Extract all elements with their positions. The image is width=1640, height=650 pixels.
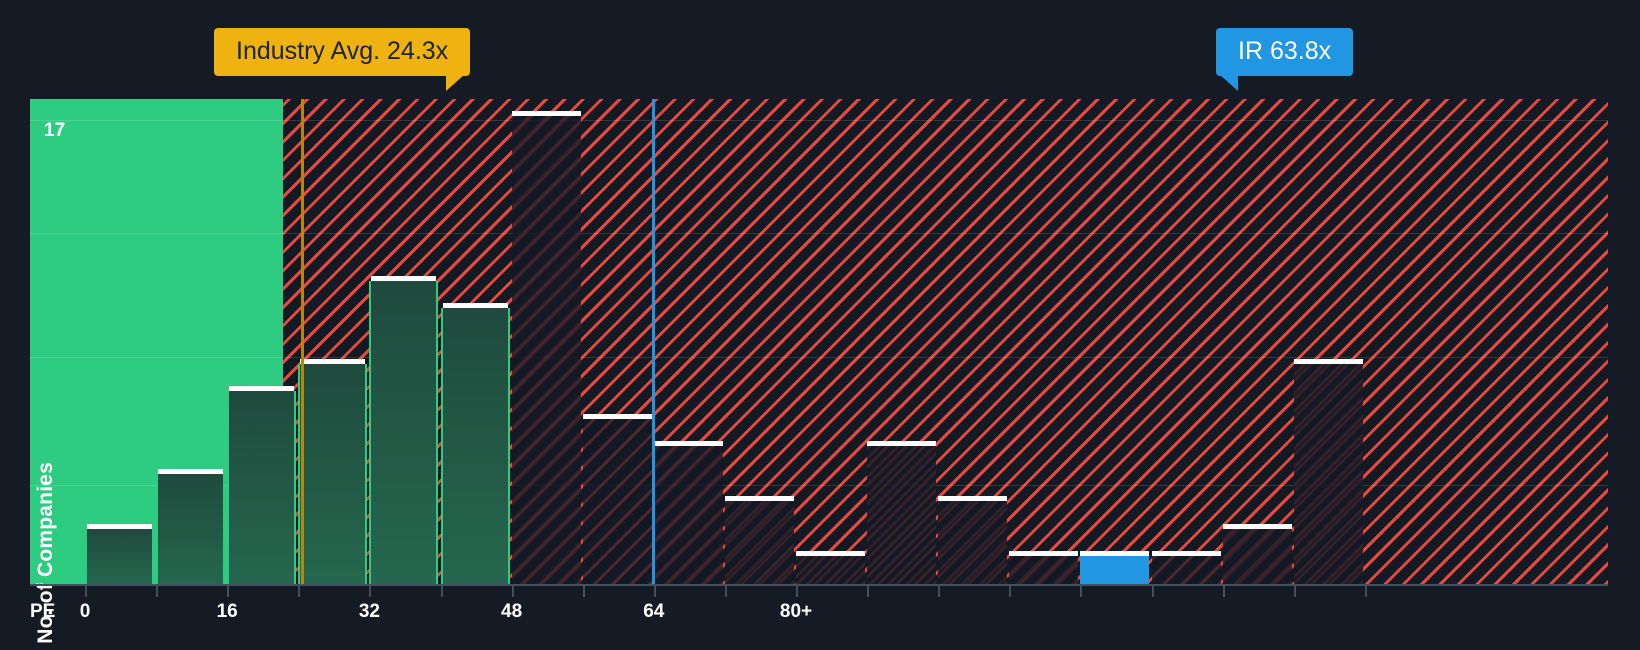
histogram-bar[interactable] (511, 110, 581, 584)
x-axis-tick-minor (511, 586, 514, 597)
gridline (30, 120, 1608, 121)
histogram-bar[interactable] (227, 386, 297, 584)
x-axis-tick-minor (298, 586, 301, 597)
bar-cap (229, 386, 295, 392)
bar-cap (442, 303, 508, 309)
x-axis-tick-minor (653, 586, 656, 597)
x-axis-tick-minor (369, 586, 372, 597)
histogram-bar[interactable] (1080, 551, 1150, 584)
bar-cap (300, 358, 366, 364)
x-axis-tick-minor (1293, 586, 1296, 597)
bar-cap (796, 551, 866, 557)
company-ir-label: IR 63.8x (1238, 37, 1332, 65)
x-axis-tick-minor (938, 586, 941, 597)
x-axis-tick-label: 80+ (779, 601, 813, 622)
histogram-bar[interactable] (298, 358, 368, 584)
x-axis-tick-minor (582, 586, 585, 597)
x-axis-tick-minor (1009, 586, 1012, 597)
gridline (30, 233, 1608, 234)
x-axis-tick-label: 48 (501, 601, 523, 622)
histogram-bar[interactable] (1222, 523, 1292, 584)
bar-cap (724, 496, 794, 502)
y-axis-max-value: 17 (44, 120, 66, 141)
x-axis-tick-minor (1364, 586, 1367, 597)
company-ir-line (652, 99, 656, 584)
histogram-bar[interactable] (724, 496, 794, 584)
histogram-bar[interactable] (653, 441, 723, 584)
x-axis-tick-minor (1222, 586, 1225, 597)
bar-cap (1222, 523, 1292, 529)
gridline (30, 357, 1608, 358)
histogram-bar[interactable] (1151, 551, 1221, 584)
bar-cap (867, 441, 937, 447)
bar-cap (582, 413, 652, 419)
bar-cap (511, 110, 581, 116)
x-axis-line (30, 584, 1608, 586)
bar-cap (87, 523, 153, 529)
histogram-bar[interactable] (796, 551, 866, 584)
industry-average-callout[interactable]: Industry Avg. 24.3x (214, 28, 471, 91)
x-axis-tick-minor (85, 586, 87, 597)
histogram-bar[interactable] (867, 441, 937, 584)
x-axis-tick-label: 16 (216, 601, 238, 622)
histogram-bar[interactable] (156, 468, 226, 584)
bar-cap (158, 468, 224, 474)
x-axis-tick-minor (1080, 586, 1083, 597)
bar-cap (1080, 551, 1150, 557)
histogram-bar[interactable] (582, 413, 652, 584)
histogram-bar[interactable] (1009, 551, 1079, 584)
industry-average-label: Industry Avg. 24.3x (236, 37, 449, 65)
histogram-bar[interactable] (369, 275, 439, 584)
x-axis-tick-label: 64 (643, 601, 665, 622)
callout-tail-icon (446, 75, 465, 91)
bar-cap (1293, 358, 1363, 364)
x-axis-tick-label: 32 (358, 601, 380, 622)
histogram-bar[interactable] (85, 523, 155, 584)
bar-cap (371, 275, 437, 281)
x-axis-title: PE (30, 601, 56, 622)
callout-tail-icon (1220, 75, 1238, 91)
bar-cap (1009, 551, 1079, 557)
histogram-bar[interactable] (1293, 358, 1363, 584)
bar-cap (653, 441, 723, 447)
x-axis-tick-minor (440, 586, 443, 597)
bar-cap (938, 496, 1008, 502)
industry-average-line (300, 99, 304, 584)
x-axis-tick-minor (227, 586, 230, 597)
x-axis-tick-minor (724, 586, 727, 597)
company-ir-callout[interactable]: IR 63.8x (1216, 28, 1354, 91)
bar-cap (1151, 551, 1221, 557)
x-axis-tick-minor (796, 586, 798, 597)
histogram-bar[interactable] (440, 303, 510, 584)
plot-area (30, 99, 1608, 584)
x-axis-tick-minor (867, 586, 870, 597)
x-axis-tick-minor (1151, 586, 1154, 597)
histogram-bar[interactable] (938, 496, 1008, 584)
gridline (30, 485, 1608, 486)
x-axis-tick-label: 0 (79, 601, 91, 622)
x-axis-tick-minor (156, 586, 159, 597)
